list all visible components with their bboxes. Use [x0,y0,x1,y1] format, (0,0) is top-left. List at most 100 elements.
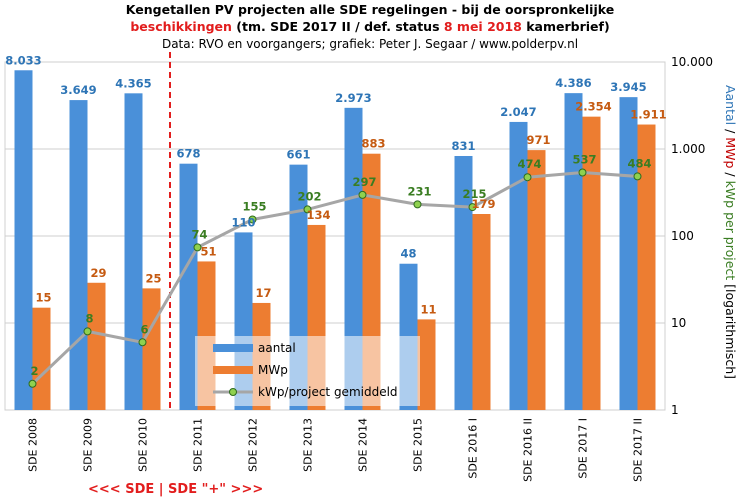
label-kwp-8: 215 [462,187,486,201]
bar-mwp-11 [637,124,656,410]
bar-mwp-2 [142,288,161,410]
label-kwp-0: 2 [30,364,38,378]
point-kwp-1 [83,327,92,336]
y-axis-title: Aantal / MWp / kWp per project [logarith… [723,85,738,379]
label-aantal-10: 4.386 [555,76,591,90]
grid-layer [4,52,666,411]
label-mwp-11: 1.911 [630,108,666,122]
title-red-beschikkingen: beschikkingen [130,19,232,34]
label-mwp-4: 17 [255,286,271,300]
label-aantal-11: 3.945 [610,80,646,94]
x-tick-label-11: SDE 2017 II [632,418,645,482]
bar-aantal-6 [344,107,363,411]
point-kwp-8 [468,203,477,212]
point-kwp-9 [523,173,532,182]
label-mwp-1: 29 [90,266,106,280]
label-mwp-7: 11 [420,302,436,316]
bar-mwp-7 [417,319,436,410]
legend-label-0: aantal [258,341,296,355]
legend-layer: aantal MWp kWp/project gemiddeld [213,341,398,399]
label-kwp-3: 74 [191,227,207,241]
y-tick-label-10000: 10.000 [671,55,713,69]
chart-title-line2: beschikkingen (tm. SDE 2017 II / def. st… [130,19,609,34]
label-aantal-1: 3.649 [60,83,96,97]
point-kwp-0 [28,379,37,388]
label-mwp-10: 2.354 [575,100,611,114]
x-tick-label-3: SDE 2011 [192,418,205,472]
series-line-kwp [31,170,638,385]
label-mwp-0: 15 [35,291,51,305]
chart-source-line: Data: RVO en voorgangers; grafiek: Peter… [162,37,578,51]
label-mwp-6: 883 [361,137,385,151]
legend-swatch-marker [229,388,237,396]
label-kwp-2: 6 [140,322,148,336]
y-axis-title-mwp: MWp [723,137,738,168]
bar-aantal-3 [179,163,198,410]
label-kwp-1: 8 [85,311,93,325]
title-red-date: 8 mei 2018 [444,19,522,34]
bar-mwp-1 [87,282,106,410]
label-mwp-2: 25 [145,271,161,285]
label-aantal-8: 831 [451,139,475,153]
label-mwp-8: 179 [471,197,495,211]
label-kwp-11: 484 [627,156,651,170]
point-kwp-10 [578,168,587,177]
sde-period-note: <<< SDE | SDE "+" >>> [88,482,263,497]
chart-title-line1: Kengetallen PV projecten alle SDE regeli… [126,2,614,17]
x-tick-label-10: SDE 2017 I [577,418,590,479]
title-end: kamerbrief) [522,19,610,34]
label-aantal-5: 661 [286,148,310,162]
label-kwp-4: 155 [242,199,266,213]
y-axis-title-kwp: kWp per project [723,181,738,281]
label-kwp-10: 537 [572,152,596,166]
label-aantal-2: 4.365 [115,76,151,90]
bar-mwp-8 [472,214,491,410]
label-aantal-6: 2.973 [335,91,371,105]
bar-aantal-2 [124,93,143,410]
label-aantal-9: 2.047 [500,105,536,119]
bar-aantal-1 [69,100,88,410]
x-tick-label-0: SDE 2008 [27,418,40,472]
label-kwp-9: 474 [517,157,541,171]
point-kwp-7 [413,200,422,209]
y-tick-label-100: 100 [671,229,694,243]
point-kwp-3 [193,243,202,252]
label-aantal-4: 110 [231,215,255,229]
bar-mwp-0 [32,307,51,410]
bar-mwp-10 [582,116,601,411]
y-axis-title-log: [logarithmisch] [723,280,738,379]
label-mwp-3: 51 [200,244,216,258]
y-tick-label-10: 10 [671,316,686,330]
legend-swatch-1 [213,366,253,374]
x-tick-label-2: SDE 2010 [137,418,150,472]
bar-aantal-8 [454,155,473,410]
bar-mwp-9 [527,150,546,410]
x-tick-label-9: SDE 2016 II [522,418,535,482]
title-mid: (tm. SDE 2017 II / def. status [232,19,444,34]
legend-swatch-0 [213,344,253,352]
label-kwp-5: 202 [297,189,321,203]
line-layer [28,168,642,388]
point-kwp-2 [138,338,147,347]
bar-aantal-0 [14,70,33,410]
bar-aantal-11 [619,97,638,410]
y-tick-label-1: 1 [671,403,679,417]
x-tick-label-1: SDE 2009 [82,418,95,472]
x-tick-label-7: SDE 2015 [412,418,425,472]
point-kwp-5 [303,205,312,214]
legend-label-2: kWp/project gemiddeld [258,385,398,399]
x-tick-label-5: SDE 2013 [302,418,315,472]
point-kwp-11 [633,172,642,181]
y-axis-title-sep1: / [723,125,738,137]
label-aantal-0: 8.033 [5,53,41,67]
y-axis-title-sep2: / [723,168,738,180]
label-aantal-3: 678 [176,147,200,161]
label-aantal-7: 48 [400,247,416,261]
bar-aantal-9 [509,121,528,411]
label-mwp-9: 971 [526,133,550,147]
label-kwp-6: 297 [352,175,376,189]
y-axis-title-aantal: Aantal [723,85,738,125]
point-kwp-6 [358,190,367,199]
